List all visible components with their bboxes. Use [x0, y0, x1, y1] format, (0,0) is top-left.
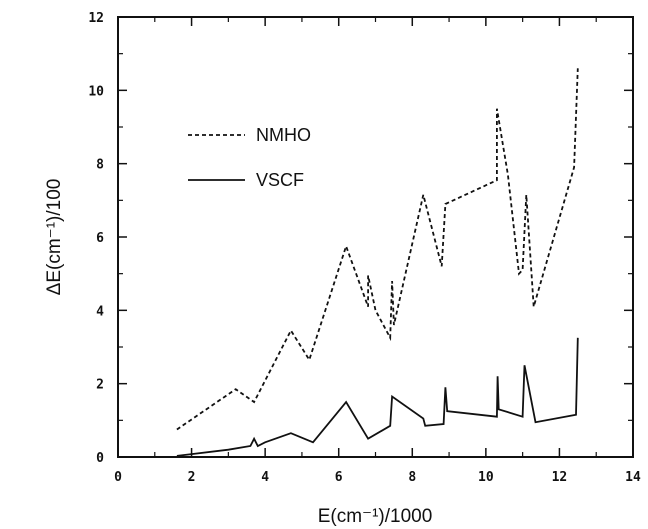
x-tick-label: 2	[188, 470, 196, 485]
x-tick-label: 12	[552, 470, 568, 485]
y-tick-label: 6	[96, 231, 104, 246]
y-tick-label: 2	[96, 378, 104, 393]
series-line-nmho	[176, 68, 579, 431]
x-tick-label: 4	[261, 470, 269, 485]
y-tick-label: 12	[88, 11, 104, 26]
y-tick-label: 10	[88, 84, 104, 99]
x-axis-label: E(cm⁻¹)/1000	[318, 506, 433, 527]
x-tick-label: 8	[408, 470, 416, 485]
x-tick-label: 14	[625, 470, 641, 485]
series-line-vscf	[176, 337, 579, 457]
series-layer	[176, 68, 579, 457]
legend-label-vscf: VSCF	[256, 170, 304, 190]
plot-frame	[117, 16, 634, 458]
x-tick-label: 0	[114, 470, 122, 485]
legend-label-nmho: NMHO	[256, 125, 311, 145]
y-tick-label: 8	[96, 158, 104, 173]
x-tick-label: 10	[478, 470, 494, 485]
x-axis-ticks: 0 2 4 6 8 10 12 14	[114, 17, 641, 485]
y-axis-ticks: 0 2 4 6 8 10 12	[88, 11, 633, 466]
y-axis-label: ΔE(cm⁻¹)/100	[44, 179, 65, 296]
y-tick-label: 4	[96, 304, 104, 319]
y-tick-label: 0	[96, 451, 104, 466]
legend: NMHO VSCF	[188, 125, 311, 190]
x-tick-label: 6	[335, 470, 343, 485]
